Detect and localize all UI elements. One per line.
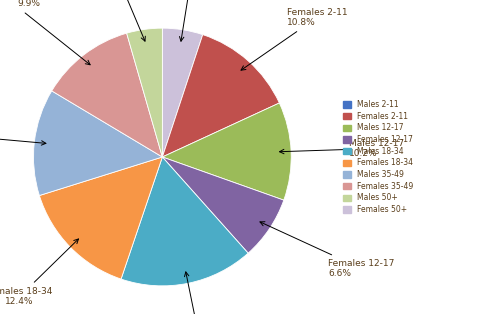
Text: Males 2-11
13.9%: Males 2-11 13.9%	[178, 272, 227, 314]
Wedge shape	[39, 157, 162, 279]
Legend: Males 2-11, Females 2-11, Males 12-17, Females 12-17, Males 18-34, Females 18-34: Males 2-11, Females 2-11, Males 12-17, F…	[343, 100, 413, 214]
Text: Females 2-11
10.8%: Females 2-11 10.8%	[241, 8, 347, 70]
Text: Males 35-49
11.1%: Males 35-49 11.1%	[0, 124, 46, 145]
Wedge shape	[162, 103, 291, 200]
Text: Females 12-17
6.6%: Females 12-17 6.6%	[260, 222, 395, 278]
Text: Males 12-17
10.2%: Males 12-17 10.2%	[279, 139, 404, 158]
Text: Females 50+
4.2%: Females 50+ 4.2%	[164, 0, 224, 41]
Wedge shape	[126, 28, 162, 157]
Text: Females 18-34
12.4%: Females 18-34 12.4%	[0, 239, 79, 306]
Wedge shape	[33, 91, 162, 196]
Wedge shape	[121, 157, 248, 286]
Text: Females 35-49
9.9%: Females 35-49 9.9%	[0, 0, 90, 65]
Wedge shape	[162, 157, 284, 253]
Wedge shape	[52, 33, 162, 157]
Wedge shape	[162, 28, 203, 157]
Text: Males 50+
3.7%: Males 50+ 3.7%	[87, 0, 145, 41]
Wedge shape	[162, 35, 279, 157]
